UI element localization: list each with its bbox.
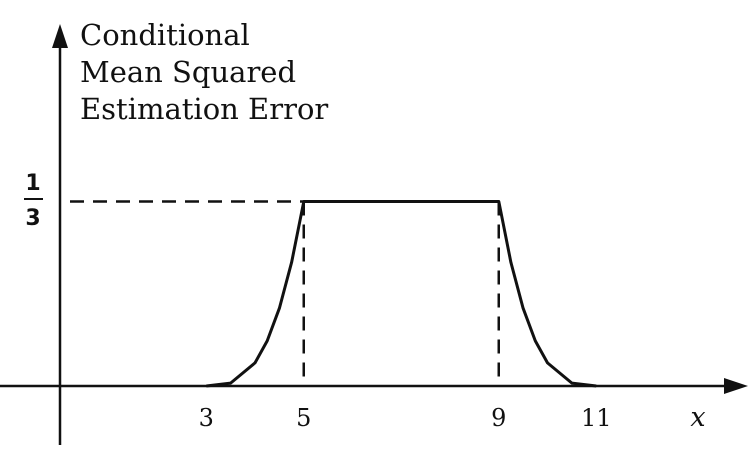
x-tick-labels: 3 5 9 11 — [199, 404, 612, 432]
x-tick-label: 5 — [296, 404, 311, 432]
series-group — [206, 200, 597, 388]
title-line-3: Estimation Error — [80, 92, 328, 126]
title-line-1: Conditional — [80, 18, 250, 52]
x-axis-arrow-icon — [724, 378, 748, 394]
reference-lines — [70, 200, 500, 386]
x-tick-label: 11 — [581, 404, 612, 432]
y-tick-denominator: 3 — [25, 206, 40, 231]
title-line-2: Mean Squared — [80, 55, 296, 89]
y-tick-numerator: 1 — [25, 171, 40, 196]
y-tick-fraction: 1 3 — [24, 171, 43, 231]
x-axis — [0, 378, 748, 394]
y-axis-arrow-icon — [52, 24, 68, 48]
y-axis — [52, 24, 68, 445]
x-tick-label: 3 — [199, 404, 214, 432]
x-axis-label: x — [690, 402, 705, 433]
error-curve — [206, 200, 597, 388]
x-tick-label: 9 — [491, 404, 506, 432]
chart-title: Conditional Mean Squared Estimation Erro… — [80, 18, 328, 126]
